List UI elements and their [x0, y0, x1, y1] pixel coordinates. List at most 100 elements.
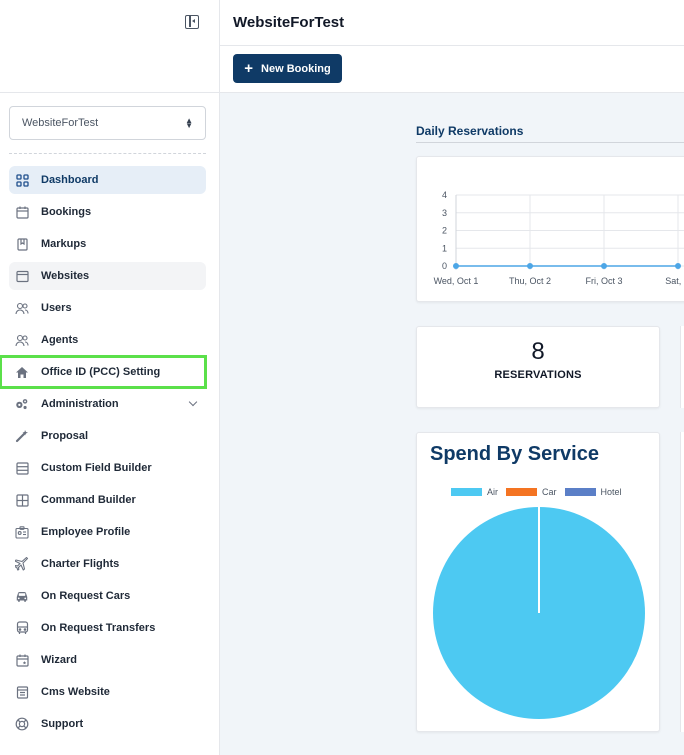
sidebar-item-proposal[interactable]: Proposal — [9, 422, 206, 450]
sidebar-item-label: Markups — [41, 238, 87, 250]
sidebar-item-label: Bookings — [41, 206, 92, 218]
pie-legend: Air Car Hotel — [451, 487, 630, 497]
car-icon — [15, 589, 29, 603]
website-select[interactable]: WebsiteForTest ▲ ▼ — [9, 106, 206, 140]
y-tick-label: 3 — [442, 208, 447, 218]
new-booking-label: New Booking — [261, 62, 331, 75]
legend-item[interactable]: Car — [506, 487, 557, 497]
agents-icon — [15, 333, 29, 347]
sidebar-item-label: Websites — [41, 270, 90, 282]
sidebar-item-support[interactable]: Support — [9, 710, 206, 738]
calendar-icon — [15, 205, 29, 219]
x-tick-label: Wed, Oct 1 — [434, 276, 479, 286]
header: WebsiteForTest + New Booking — [220, 0, 684, 93]
sidebar-item-on-request-transfers[interactable]: On Request Transfers — [9, 614, 206, 642]
data-point — [601, 263, 607, 269]
select-arrows-icon: ▲ ▼ — [185, 116, 193, 130]
x-tick-label: Fri, Oct 3 — [585, 276, 622, 286]
sidebar-item-label: Support — [41, 718, 84, 730]
daily-reservations-title: Daily Reservations — [416, 124, 524, 138]
calendar-star-icon — [15, 653, 29, 667]
spend-by-service-chart — [433, 507, 645, 719]
sidebar-item-dashboard[interactable]: Dashboard — [9, 166, 206, 194]
chevron-down-icon[interactable] — [188, 397, 198, 407]
y-tick-label: 1 — [442, 243, 447, 253]
sidebar-item-command-builder[interactable]: Command Builder — [9, 486, 206, 514]
sidebar-item-markups[interactable]: Markups — [9, 230, 206, 258]
sidebar-item-label: Wizard — [41, 654, 77, 666]
document-list-icon — [15, 685, 29, 699]
reservations-card: 8 RESERVATIONS — [416, 326, 660, 408]
y-tick-label: 0 — [442, 261, 447, 271]
legend-label: Car — [542, 487, 557, 497]
divider — [9, 153, 206, 154]
sidebar: WebsiteForTest ▲ ▼ Dashboard Bookings Mar… — [0, 0, 220, 755]
sidebar-item-office-id-setting[interactable]: Office ID (PCC) Setting — [0, 355, 207, 389]
sidebar-item-charter-flights[interactable]: Charter Flights — [9, 550, 206, 578]
divider — [416, 142, 684, 143]
table-icon — [15, 493, 29, 507]
data-point — [453, 263, 459, 269]
bus-icon — [15, 621, 29, 635]
sidebar-item-label: Office ID (PCC) Setting — [41, 366, 161, 378]
reservations-count: 8 — [531, 338, 545, 365]
partial-card — [680, 326, 684, 408]
grid-icon — [15, 173, 29, 187]
sidebar-item-label: Users — [41, 302, 72, 314]
divider — [0, 92, 220, 93]
gears-icon — [15, 397, 29, 411]
home-icon — [15, 365, 29, 379]
data-point — [527, 263, 533, 269]
spend-by-service-card: Spend By Service Air Car Hotel — [416, 432, 660, 732]
sidebar-item-wizard[interactable]: Wizard — [9, 646, 206, 674]
sidebar-nav: Dashboard Bookings Markups Websites User… — [0, 166, 207, 742]
sidebar-item-label: Administration — [41, 398, 119, 410]
browser-window-icon — [15, 269, 29, 283]
x-tick-label: Sat, O — [665, 276, 684, 286]
sidebar-item-label: Cms Website — [41, 686, 110, 698]
partial-card — [680, 432, 684, 732]
legend-swatch — [451, 488, 482, 496]
sidebar-item-employee-profile[interactable]: Employee Profile — [9, 518, 206, 546]
plus-icon: + — [244, 60, 254, 77]
reservations-label: RESERVATIONS — [494, 369, 582, 381]
x-tick-label: Thu, Oct 2 — [509, 276, 551, 286]
sidebar-item-label: Charter Flights — [41, 558, 120, 570]
sidebar-item-label: Custom Field Builder — [41, 462, 152, 474]
legend-item[interactable]: Hotel — [564, 487, 622, 497]
daily-reservations-card: 0 1 2 3 4 Wed, Oct 1 Thu, Oct 2 Fri, Oct 3 Sat, … — [416, 156, 684, 302]
legend-swatch — [564, 488, 596, 496]
sidebar-item-label: On Request Cars — [41, 590, 131, 602]
sidebar-item-bookings[interactable]: Bookings — [9, 198, 206, 226]
sidebar-item-label: Agents — [41, 334, 79, 346]
sidebar-item-label: Dashboard — [41, 174, 99, 186]
list-icon — [15, 461, 29, 475]
spend-by-service-title: Spend By Service — [430, 443, 599, 465]
sidebar-item-administration[interactable]: Administration — [9, 390, 206, 418]
sidebar-item-cms-website[interactable]: Cms Website — [9, 678, 206, 706]
id-badge-icon — [15, 525, 29, 539]
airplane-icon — [15, 557, 29, 571]
y-tick-label: 4 — [442, 190, 447, 200]
new-booking-button[interactable]: + New Booking — [233, 54, 342, 83]
sidebar-collapse-icon[interactable] — [185, 15, 199, 29]
sidebar-item-users[interactable]: Users — [9, 294, 206, 322]
sidebar-item-custom-field-builder[interactable]: Custom Field Builder — [9, 454, 206, 482]
sidebar-item-label: Employee Profile — [41, 526, 131, 538]
sidebar-item-label: Command Builder — [41, 494, 136, 506]
sidebar-item-websites[interactable]: Websites — [9, 262, 206, 290]
sidebar-item-agents[interactable]: Agents — [9, 326, 206, 354]
legend-item[interactable]: Air — [451, 487, 498, 497]
legend-swatch — [506, 488, 537, 496]
sidebar-item-label: Proposal — [41, 430, 89, 442]
divider — [220, 45, 684, 46]
magic-wand-icon — [15, 429, 29, 443]
legend-label: Hotel — [600, 487, 622, 497]
page-title: WebsiteForTest — [233, 14, 345, 31]
sidebar-item-on-request-cars[interactable]: On Request Cars — [9, 582, 206, 610]
lifebuoy-icon — [15, 717, 29, 731]
website-select-value: WebsiteForTest — [22, 117, 99, 129]
sidebar-item-label: On Request Transfers — [41, 622, 156, 634]
data-point — [675, 263, 681, 269]
bookmark-icon — [15, 237, 29, 251]
